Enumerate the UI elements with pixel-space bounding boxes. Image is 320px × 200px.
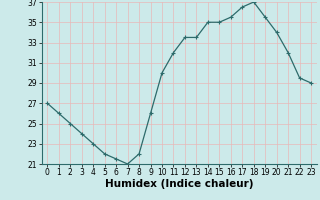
X-axis label: Humidex (Indice chaleur): Humidex (Indice chaleur): [105, 179, 253, 189]
